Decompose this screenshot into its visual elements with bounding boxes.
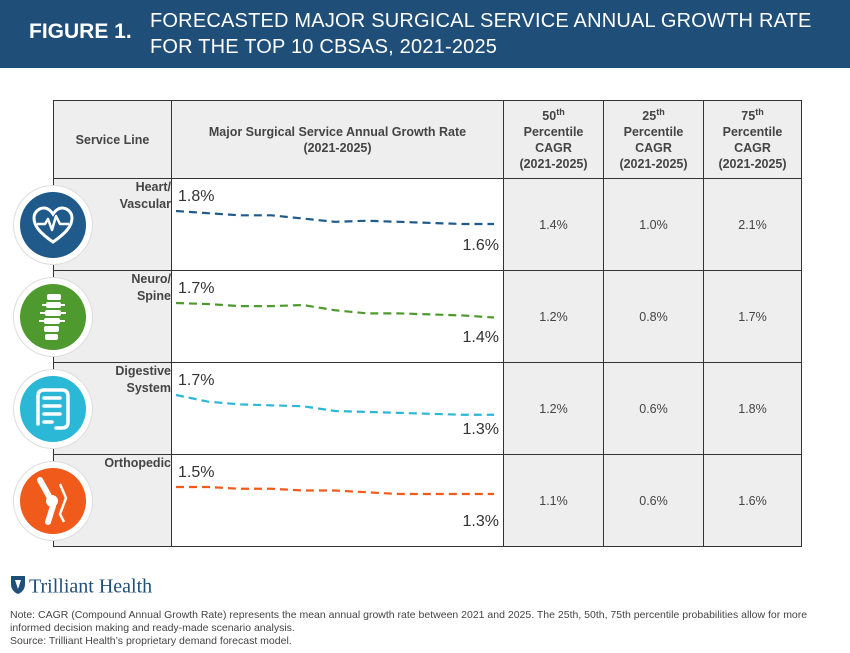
p50-sup: th bbox=[556, 106, 565, 117]
col-header-chart-line2: (2021-2025) bbox=[303, 140, 372, 155]
p75-value: 1.8% bbox=[703, 362, 802, 455]
spine-icon bbox=[14, 278, 92, 356]
sparkline-svg bbox=[176, 485, 494, 496]
sparkline-svg bbox=[175, 393, 494, 416]
shield-leaf-icon bbox=[10, 575, 26, 601]
col-header-chart: Major Surgical Service Annual Growth Rat… bbox=[171, 100, 504, 179]
p50-value: 1.2% bbox=[503, 362, 604, 455]
sparkline-cell: 1.7% 1.3% bbox=[171, 362, 504, 455]
p25-value: 1.0% bbox=[603, 178, 704, 271]
figure-title-line2: FOR THE TOP 10 CBSAS, 2021-2025 bbox=[150, 36, 498, 58]
p50-value: 1.2% bbox=[503, 270, 604, 363]
p75-num: 75 bbox=[741, 108, 756, 123]
table-row: Heart/ Vascular 1.8% 1.6% 1.4% 1.0% 2.1% bbox=[53, 178, 802, 271]
col-header-service-line: Service Line bbox=[53, 100, 172, 179]
table-row: Orthopedic 1.5% 1.3% 1.1% 0.6% 1.6% bbox=[53, 454, 802, 547]
p25-l4: (2021-2025) bbox=[619, 156, 688, 171]
p75-sup: th bbox=[755, 106, 764, 117]
start-value-label: 1.7% bbox=[178, 372, 215, 389]
growth-rate-table: Service Line Major Surgical Service Annu… bbox=[53, 100, 802, 547]
table-header-row: Service Line Major Surgical Service Annu… bbox=[53, 100, 802, 179]
p75-l3: CAGR bbox=[734, 140, 771, 155]
p75-value: 1.7% bbox=[703, 270, 802, 363]
p50-num: 50 bbox=[542, 108, 557, 123]
table-row: Digestive System 1.7% 1.3% 1.2% 0.6% 1.8% bbox=[53, 362, 802, 455]
col-header-p50: 50th Percentile CAGR (2021-2025) bbox=[503, 100, 604, 179]
sparkline-cell: 1.5% 1.3% bbox=[171, 454, 504, 547]
p75-value: 1.6% bbox=[703, 454, 802, 547]
end-value-label: 1.4% bbox=[462, 329, 499, 346]
heart-pulse-icon bbox=[14, 186, 92, 264]
brand-logo: Trilliant Health bbox=[10, 575, 152, 601]
figure-title-line1: FORECASTED MAJOR SURGICAL SERVICE ANNUAL… bbox=[150, 10, 812, 32]
figure-label: FIGURE 1. bbox=[29, 20, 132, 43]
p25-sup: th bbox=[656, 106, 665, 117]
p75-l2: Percentile bbox=[722, 124, 783, 139]
p75-value: 2.1% bbox=[703, 178, 802, 271]
series-line bbox=[175, 301, 495, 319]
knee-joint-icon bbox=[14, 462, 92, 540]
start-value-label: 1.5% bbox=[178, 464, 215, 481]
p25-l3: CAGR bbox=[635, 140, 672, 155]
series-line bbox=[176, 485, 494, 496]
p25-value: 0.6% bbox=[603, 362, 704, 455]
brand-name: Trilliant Health bbox=[29, 575, 153, 598]
start-value-label: 1.7% bbox=[178, 280, 215, 297]
col-header-p75: 75th Percentile CAGR (2021-2025) bbox=[703, 100, 802, 179]
footnote: Note: CAGR (Compound Annual Growth Rate)… bbox=[10, 609, 840, 648]
sparkline-svg bbox=[175, 301, 495, 319]
col-header-p25: 25th Percentile CAGR (2021-2025) bbox=[603, 100, 704, 179]
p50-value: 1.1% bbox=[503, 454, 604, 547]
start-value-label: 1.8% bbox=[178, 188, 215, 205]
p25-value: 0.6% bbox=[603, 454, 704, 547]
p75-l4: (2021-2025) bbox=[718, 156, 787, 171]
end-value-label: 1.3% bbox=[462, 421, 499, 438]
intestine-icon bbox=[14, 370, 92, 448]
p50-l4: (2021-2025) bbox=[519, 156, 588, 171]
sparkline-cell: 1.7% 1.4% bbox=[171, 270, 504, 363]
end-value-label: 1.3% bbox=[462, 513, 499, 530]
end-value-label: 1.6% bbox=[462, 237, 499, 254]
p50-value: 1.4% bbox=[503, 178, 604, 271]
series-line bbox=[175, 209, 494, 226]
sparkline-svg bbox=[175, 209, 494, 226]
figure-title: FORECASTED MAJOR SURGICAL SERVICE ANNUAL… bbox=[150, 8, 830, 60]
series-line bbox=[175, 393, 494, 416]
col-header-chart-line1: Major Surgical Service Annual Growth Rat… bbox=[208, 124, 467, 139]
sparkline-cell: 1.8% 1.6% bbox=[171, 178, 504, 271]
table-row: Neuro/ Spine 1.7% 1.4% 1.2% 0.8% 1.7% bbox=[53, 270, 802, 363]
footnote-line1: Note: CAGR (Compound Annual Growth Rate)… bbox=[10, 609, 808, 621]
p50-l3: CAGR bbox=[535, 140, 572, 155]
p25-value: 0.8% bbox=[603, 270, 704, 363]
p25-num: 25 bbox=[642, 108, 657, 123]
figure-header: FIGURE 1. FORECASTED MAJOR SURGICAL SERV… bbox=[0, 0, 850, 68]
p50-l2: Percentile bbox=[523, 124, 584, 139]
footnote-source: Source: Trilliant Health’s proprietary d… bbox=[10, 635, 292, 647]
footnote-line2: informed decision making and ready-made … bbox=[10, 622, 295, 634]
p25-l2: Percentile bbox=[623, 124, 684, 139]
